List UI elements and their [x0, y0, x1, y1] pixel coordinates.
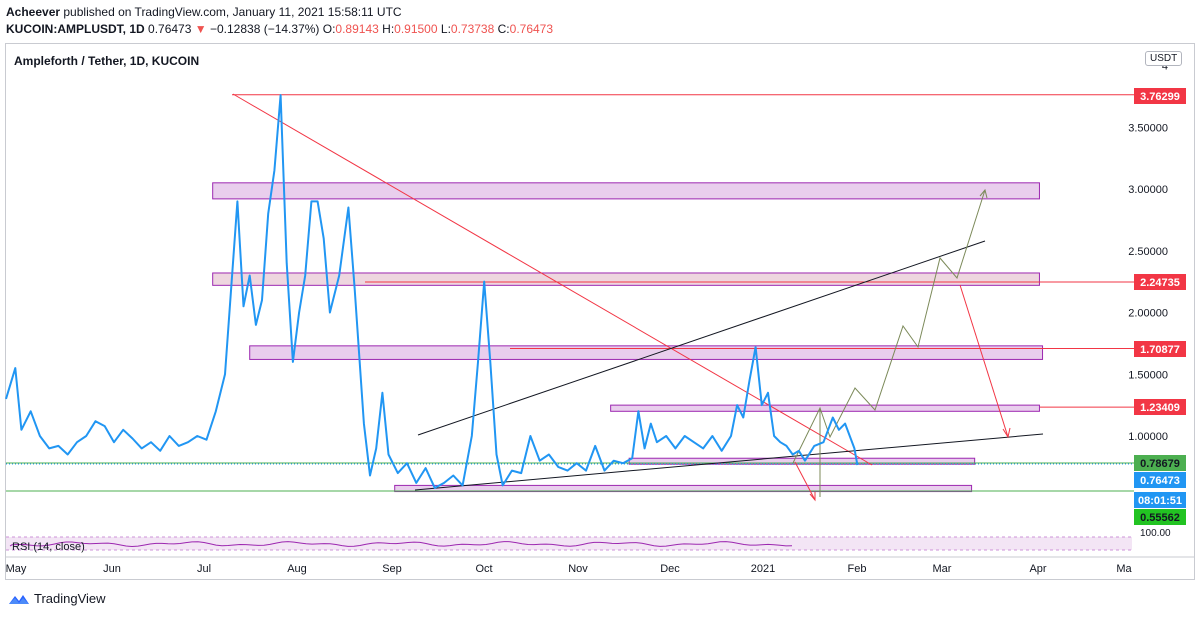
price-label-box — [1134, 341, 1186, 357]
channel-upper-line[interactable] — [417, 240, 986, 436]
rsi-axis-label: 100.00 — [1140, 528, 1171, 539]
change-arrow-icon: ▼ — [194, 22, 207, 36]
x-tick-label: 2021 — [751, 563, 775, 575]
close-value: 0.76473 — [509, 22, 554, 36]
price-label-box — [1134, 509, 1186, 525]
price-label: 3.76299 — [1140, 91, 1180, 103]
y-tick-label: 2.50000 — [1128, 246, 1168, 258]
x-tick-label: Jul — [197, 563, 211, 575]
price-label: 0.78679 — [1140, 458, 1180, 470]
x-tick-label: Aug — [287, 563, 307, 575]
price-label-box — [1134, 455, 1186, 471]
downtrend-line[interactable] — [232, 93, 873, 466]
price-label-box — [1134, 399, 1186, 415]
forecast-down-arrow[interactable] — [959, 284, 1009, 438]
price-label-box — [1134, 88, 1186, 104]
price-label: 0.76473 — [1140, 475, 1180, 487]
arrowhead-icon — [1002, 427, 1011, 439]
close-label: C: — [497, 22, 510, 36]
low-label: L: — [440, 22, 451, 36]
high-label: H: — [382, 22, 395, 36]
low-value: 0.73738 — [450, 22, 495, 36]
x-tick-label: Nov — [568, 563, 588, 575]
y-tick-label: 1.00000 — [1128, 431, 1168, 443]
price-label-box — [1134, 274, 1186, 290]
x-tick-label: Dec — [660, 563, 680, 575]
arrowhead-icon — [979, 188, 988, 199]
price-label: 0.55562 — [1140, 512, 1180, 524]
price-series-line[interactable] — [5, 94, 859, 489]
arrowhead-icon — [809, 492, 816, 502]
y-tick-label: 2.00000 — [1128, 308, 1168, 320]
price-label-box — [1134, 472, 1186, 488]
zone-rect[interactable] — [394, 484, 973, 493]
author-name: Acheever — [6, 5, 61, 19]
symbol-name: KUCOIN:AMPLUSDT, 1D — [6, 22, 145, 36]
zone-rect[interactable] — [249, 345, 1044, 360]
y-tick-label: 3.50000 — [1128, 122, 1168, 134]
y-tick-label: 3.00000 — [1128, 184, 1168, 196]
zone-rect[interactable] — [610, 404, 1040, 412]
forecast-path-up[interactable] — [792, 189, 986, 464]
x-tick-label: Jun — [103, 563, 121, 575]
zone-rect[interactable] — [212, 182, 1040, 200]
x-tick-label: Ma — [1116, 563, 1132, 575]
x-tick-label: Mar — [933, 563, 952, 575]
y-tick-label: 1.50000 — [1128, 369, 1168, 381]
currency-badge[interactable]: USDT — [1145, 51, 1183, 66]
tradingview-logo-icon — [9, 594, 29, 604]
x-tick-label: May — [6, 563, 27, 575]
price-label: 08:01:51 — [1138, 495, 1182, 507]
channel-lower-line[interactable] — [414, 433, 1044, 491]
publish-text: published on TradingView.com, January 11… — [60, 5, 402, 19]
rsi-label: RSI (14, close) — [12, 541, 85, 553]
x-tick-label: Sep — [382, 563, 402, 575]
x-tick-label: Apr — [1029, 563, 1046, 575]
price-label: 1.70877 — [1140, 344, 1180, 356]
price-change: −0.12838 (−14.37%) — [209, 22, 320, 36]
x-tick-label: Feb — [848, 563, 867, 575]
high-value: 0.91500 — [394, 22, 438, 36]
x-tick-label: Oct — [475, 563, 492, 575]
price-label-box — [1134, 492, 1186, 508]
chart-title: Ampleforth / Tether, 1D, KUCOIN — [14, 54, 199, 68]
open-label: O: — [322, 22, 336, 36]
last-price: 0.76473 — [148, 22, 192, 36]
open-value: 0.89143 — [335, 22, 379, 36]
tradingview-logo[interactable]: TradingView — [8, 591, 106, 606]
symbol-legend: KUCOIN:AMPLUSDT, 1D 0.76473 ▼ −0.12838 (… — [6, 22, 553, 36]
price-label: 2.24735 — [1140, 277, 1180, 289]
chart-frame — [5, 43, 1195, 580]
brand-name: TradingView — [34, 591, 106, 606]
rsi-band — [6, 537, 1132, 550]
forecast-down-arrow[interactable] — [794, 461, 816, 501]
rsi-line — [9, 541, 793, 548]
price-label: 1.23409 — [1140, 402, 1180, 414]
y-tick-label: 4 — [1162, 61, 1168, 73]
publish-line: Acheever published on TradingView.com, J… — [6, 5, 402, 19]
